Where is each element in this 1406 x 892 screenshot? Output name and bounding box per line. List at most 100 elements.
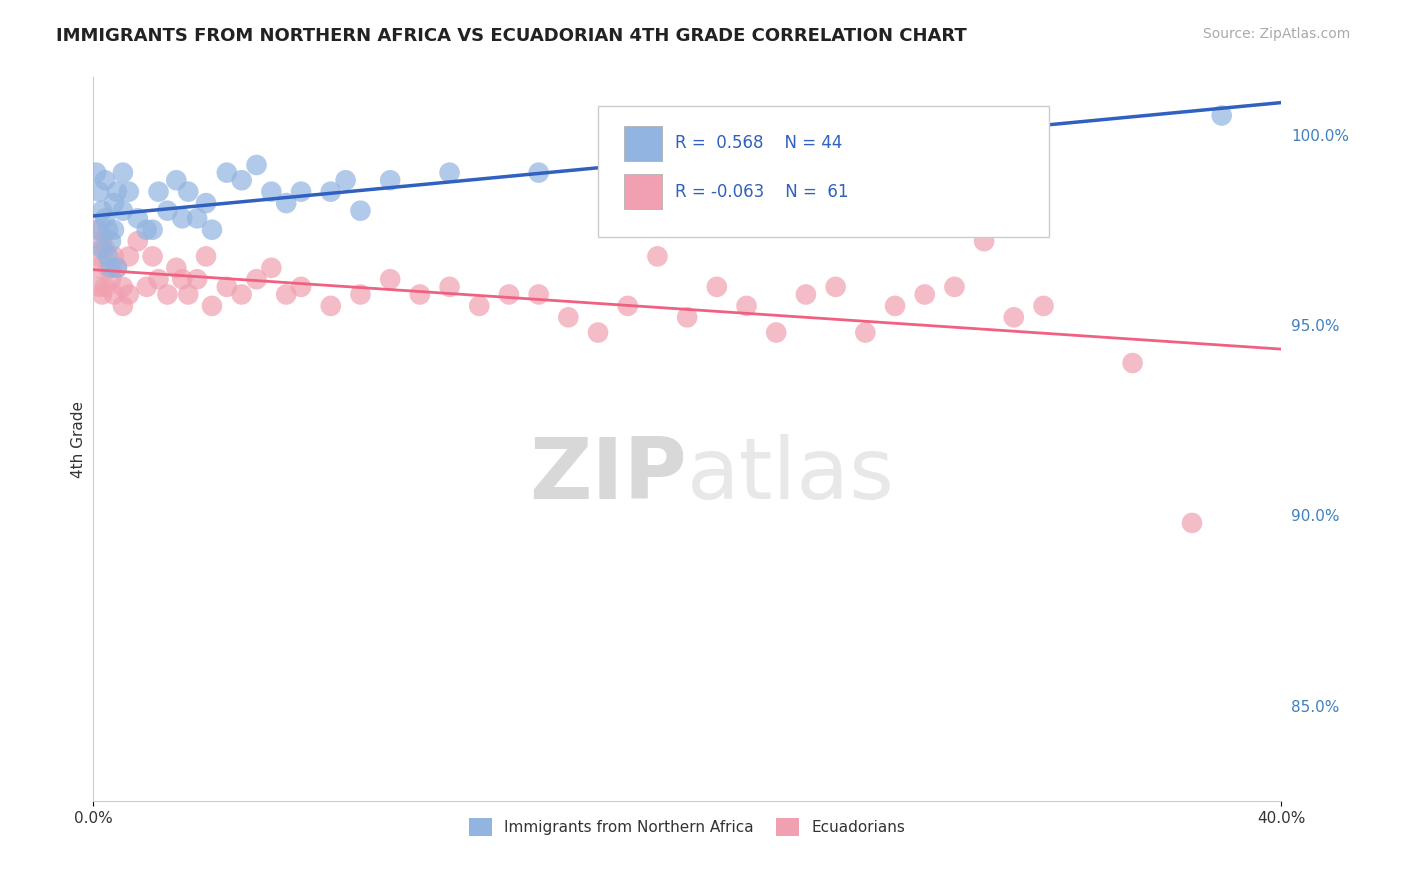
Point xyxy=(111,166,134,180)
Point xyxy=(195,196,218,211)
Text: R = -0.063    N =  61: R = -0.063 N = 61 xyxy=(675,183,849,201)
Point xyxy=(142,223,165,237)
Point xyxy=(156,287,179,301)
Point xyxy=(118,287,141,301)
Point xyxy=(409,287,432,301)
Point xyxy=(676,310,699,325)
Point xyxy=(290,280,312,294)
Point xyxy=(172,272,194,286)
Point xyxy=(186,211,208,226)
Point xyxy=(100,234,122,248)
Point xyxy=(103,249,125,263)
Point xyxy=(103,196,125,211)
Point xyxy=(100,260,122,275)
Point xyxy=(349,203,371,218)
Point xyxy=(127,211,149,226)
Point xyxy=(89,185,111,199)
Point xyxy=(135,280,157,294)
Point xyxy=(156,203,179,218)
Point xyxy=(527,287,550,301)
Point xyxy=(290,185,312,199)
Point xyxy=(186,272,208,286)
Point xyxy=(165,260,187,275)
Point xyxy=(201,223,224,237)
Point xyxy=(349,287,371,301)
Text: atlas: atlas xyxy=(688,434,896,516)
Point xyxy=(1122,356,1144,370)
Point xyxy=(245,272,267,286)
Legend: Immigrants from Northern Africa, Ecuadorians: Immigrants from Northern Africa, Ecuador… xyxy=(461,810,912,844)
Point xyxy=(616,299,638,313)
Point xyxy=(91,203,114,218)
Point xyxy=(973,234,995,248)
Point xyxy=(89,249,111,263)
Point xyxy=(557,310,579,325)
Point xyxy=(105,260,128,275)
Point xyxy=(84,223,107,237)
Point xyxy=(105,260,128,275)
Point xyxy=(135,223,157,237)
Point xyxy=(195,249,218,263)
Point xyxy=(84,166,107,180)
Point xyxy=(148,272,170,286)
Point xyxy=(231,287,253,301)
Point xyxy=(111,299,134,313)
Point xyxy=(118,249,141,263)
Point xyxy=(127,234,149,248)
Point xyxy=(439,166,461,180)
Point xyxy=(616,158,638,172)
Point xyxy=(97,249,120,263)
Point xyxy=(100,272,122,286)
Point xyxy=(215,166,238,180)
Point xyxy=(1211,109,1233,123)
Point xyxy=(735,299,758,313)
Point xyxy=(319,185,342,199)
Point xyxy=(94,242,117,256)
Point xyxy=(853,326,876,340)
Bar xyxy=(624,126,662,161)
Point xyxy=(94,280,117,294)
Point xyxy=(89,280,111,294)
FancyBboxPatch shape xyxy=(598,106,1049,236)
Point xyxy=(111,203,134,218)
Point xyxy=(177,287,200,301)
Point xyxy=(103,223,125,237)
Y-axis label: 4th Grade: 4th Grade xyxy=(72,401,86,477)
Point xyxy=(142,249,165,263)
Point xyxy=(1181,516,1204,530)
Point xyxy=(97,223,120,237)
Point xyxy=(91,287,114,301)
Point xyxy=(943,280,966,294)
Point xyxy=(165,173,187,187)
Text: ZIP: ZIP xyxy=(530,434,688,516)
Point xyxy=(378,173,401,187)
Point xyxy=(884,299,907,313)
Point xyxy=(177,185,200,199)
Point xyxy=(527,166,550,180)
Point xyxy=(319,299,342,313)
Point xyxy=(148,185,170,199)
Point xyxy=(231,173,253,187)
Point xyxy=(335,173,357,187)
Text: IMMIGRANTS FROM NORTHERN AFRICA VS ECUADORIAN 4TH GRADE CORRELATION CHART: IMMIGRANTS FROM NORTHERN AFRICA VS ECUAD… xyxy=(56,27,967,45)
Point xyxy=(824,146,846,161)
Point xyxy=(1032,299,1054,313)
Point xyxy=(91,242,114,256)
Point xyxy=(245,158,267,172)
Point xyxy=(105,185,128,199)
Point xyxy=(260,185,283,199)
Bar xyxy=(624,174,662,209)
Point xyxy=(276,287,298,301)
Point xyxy=(172,211,194,226)
Point xyxy=(439,280,461,294)
Point xyxy=(824,280,846,294)
Point xyxy=(1002,310,1025,325)
Point xyxy=(498,287,520,301)
Text: Source: ZipAtlas.com: Source: ZipAtlas.com xyxy=(1202,27,1350,41)
Point xyxy=(378,272,401,286)
Point xyxy=(706,280,728,294)
Point xyxy=(84,260,107,275)
Point xyxy=(118,185,141,199)
Point xyxy=(97,260,120,275)
Point xyxy=(89,223,111,237)
